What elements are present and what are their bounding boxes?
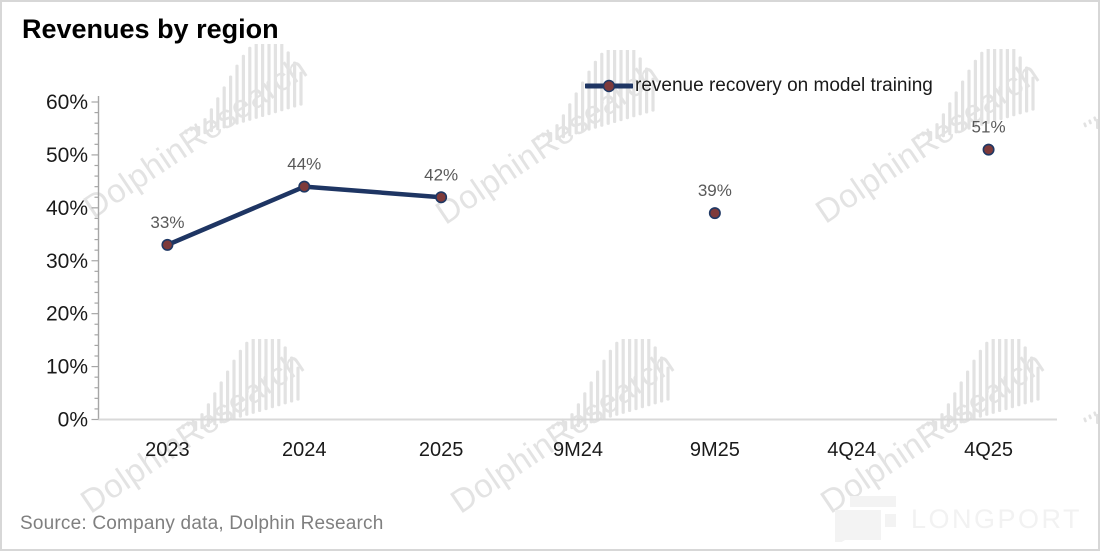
- data-label: 51%: [972, 118, 1006, 137]
- chart-title: Revenues by region: [22, 14, 279, 44]
- dolphin-watermark-logo-icon: [916, 49, 1035, 141]
- longport-wordmark: LONGPORT: [910, 503, 1082, 534]
- source-note: Source: Company data, Dolphin Research: [20, 513, 384, 534]
- y-tick-label: 20%: [46, 303, 88, 326]
- legend-line-marker-icon: [585, 79, 633, 93]
- y-tick-label: 60%: [46, 91, 88, 114]
- series-line: [165, 184, 444, 248]
- x-tick-label: 9M24: [553, 439, 603, 461]
- dolphin-watermark-logo-icon: [551, 339, 670, 431]
- y-tick-label: 50%: [46, 144, 88, 167]
- legend-label: revenue recovery on model training: [635, 75, 933, 96]
- x-tick-label: 2025: [419, 439, 464, 461]
- data-label: 39%: [698, 181, 732, 200]
- longport-logo-icon: [834, 496, 896, 542]
- dolphin-watermark-logo-icon: [921, 339, 1040, 431]
- legend: revenue recovery on model training: [585, 75, 933, 97]
- data-label: 44%: [287, 155, 321, 174]
- x-tick-label: 2024: [282, 439, 327, 461]
- y-tick-label: 0%: [58, 409, 88, 432]
- data-point: [982, 143, 995, 156]
- data-point: [708, 207, 721, 220]
- y-tick-label: 30%: [46, 250, 88, 273]
- data-point: [298, 180, 311, 193]
- dolphin-watermark-logo-icon: [184, 44, 303, 136]
- dolphin-watermark-logo-icon: [181, 339, 300, 431]
- dolphin-watermark-logo-partial: [1083, 116, 1098, 129]
- y-tick-label: 10%: [46, 356, 88, 379]
- x-tick-label: 2023: [145, 439, 190, 461]
- dolphin-watermark-logo-partial: [1083, 411, 1098, 424]
- data-label: 33%: [150, 213, 184, 232]
- x-tick-label: 9M25: [690, 439, 740, 461]
- x-tick-label: 4Q24: [827, 439, 876, 461]
- data-point: [161, 238, 174, 251]
- longport-watermark: LONGPORT: [834, 496, 1082, 542]
- data-label: 42%: [424, 165, 458, 184]
- x-tick-label: 4Q25: [964, 439, 1013, 461]
- data-point: [435, 191, 448, 204]
- dolphin-watermark-logo-icon: [536, 50, 655, 142]
- y-tick-label: 40%: [46, 197, 88, 220]
